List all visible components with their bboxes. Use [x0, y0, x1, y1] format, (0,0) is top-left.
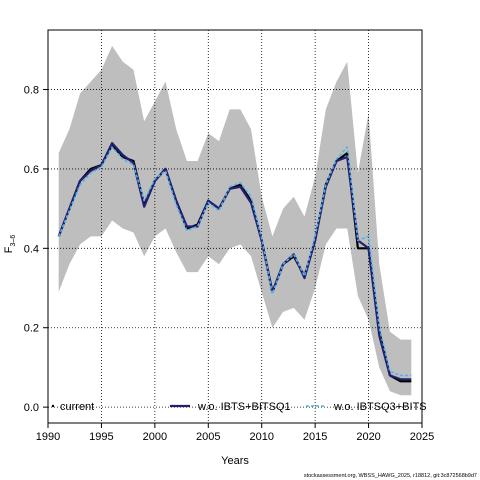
footer-credit: stockassessment.org, WBSS_HAWG_2025, r18… — [304, 473, 477, 479]
grid-layer — [48, 30, 422, 423]
confidence-band-layer — [58, 45, 412, 396]
x-tick-label: 2015 — [303, 431, 327, 443]
y-axis-label-subscript: 3–6 — [10, 235, 17, 247]
plot-frame — [47, 29, 423, 424]
axis-layer: 1990 1995 2000 2005 2010 2015 2020 2025 0.0 0.2 0.… — [24, 85, 435, 443]
x-tick-label: 2010 — [249, 431, 273, 443]
y-axis-label-main: F — [3, 246, 15, 253]
x-axis-label: Years — [221, 455, 249, 467]
legend-label-2: w.o. IBTS+BITSQ1 — [197, 401, 291, 413]
legend-label-3: w.o. IBTSQ3+BITS — [333, 401, 427, 413]
series-line-2 — [57, 142, 412, 381]
series-line-3 — [57, 146, 412, 377]
series-layer — [57, 142, 412, 383]
legend: current w.o. IBTS+BITSQ1 w.o. IBTSQ3+BITS — [52, 401, 427, 413]
y-tick-label: 0.2 — [24, 323, 39, 335]
x-tick-label: 2000 — [143, 431, 167, 443]
legend-label-1: current — [60, 401, 94, 413]
y-tick-label: 0.4 — [24, 243, 39, 255]
x-tick-label: 1995 — [89, 431, 113, 443]
x-tick-label: 1990 — [36, 431, 60, 443]
x-tick-label: 2020 — [356, 431, 380, 443]
y-tick-label: 0.6 — [24, 164, 39, 176]
confidence-band — [58, 45, 412, 396]
x-tick-label: 2025 — [410, 431, 434, 443]
y-axis-label: F3–6 — [3, 235, 17, 254]
x-tick-label: 2005 — [196, 431, 220, 443]
y-tick-label: 0.0 — [24, 402, 39, 414]
y-tick-label: 0.8 — [24, 85, 39, 97]
